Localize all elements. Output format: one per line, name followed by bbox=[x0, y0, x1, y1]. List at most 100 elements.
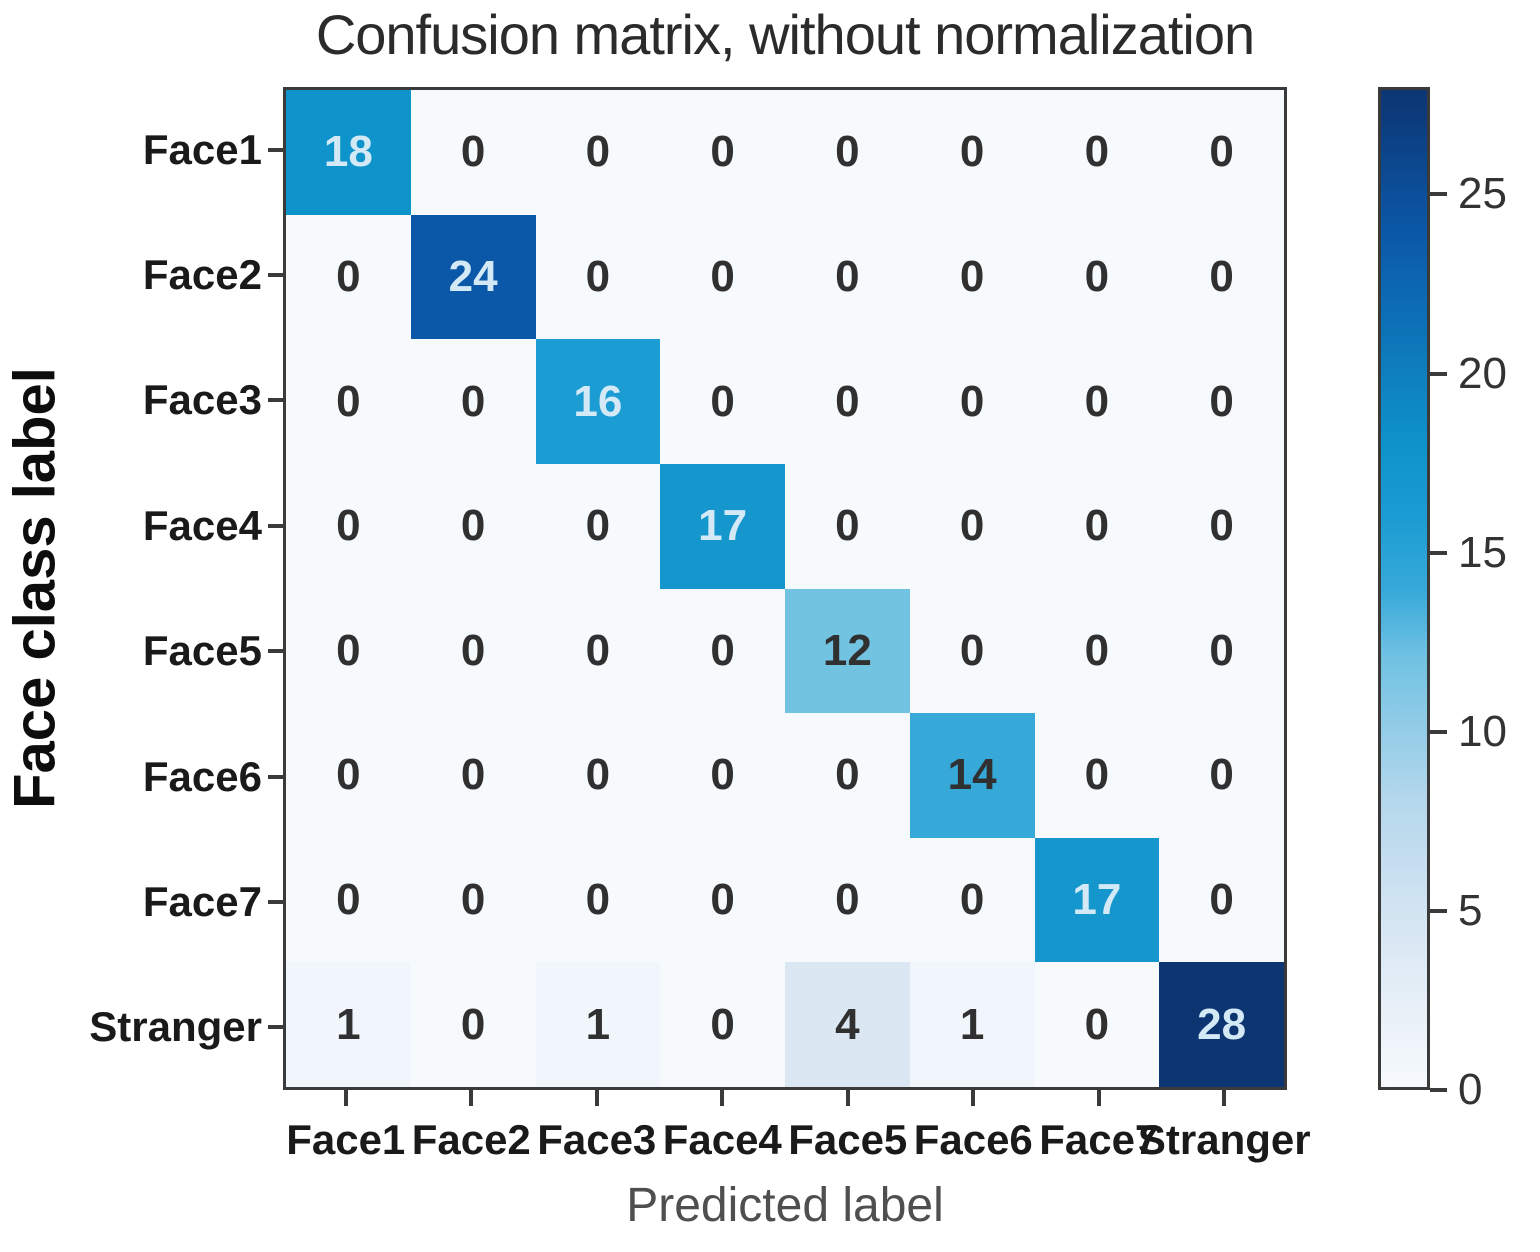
matrix-cell: 0 bbox=[410, 837, 536, 963]
y-tick-mark bbox=[268, 649, 283, 654]
matrix-cell: 28 bbox=[1159, 962, 1284, 1087]
matrix-cell: 0 bbox=[1034, 339, 1160, 464]
x-tick-mark bbox=[1096, 1090, 1101, 1106]
x-tick-label: Face6 bbox=[913, 1116, 1033, 1163]
chart-title: Confusion matrix, without normalization bbox=[315, 3, 1255, 66]
x-tick-label: Face1 bbox=[286, 1116, 406, 1163]
matrix-cell: 0 bbox=[1159, 837, 1284, 963]
colorbar-tick-mark bbox=[1430, 550, 1447, 555]
colorbar-tick-mark bbox=[1430, 371, 1447, 376]
matrix-cell: 0 bbox=[1159, 90, 1284, 215]
y-tick-label: Face3 bbox=[142, 376, 262, 424]
matrix-cell: 0 bbox=[909, 588, 1035, 714]
x-tick-label: Face5 bbox=[788, 1116, 908, 1163]
matrix-cell: 0 bbox=[909, 90, 1035, 215]
matrix-cell: 0 bbox=[410, 339, 536, 464]
matrix-cell: 0 bbox=[660, 588, 785, 714]
x-tick-mark bbox=[469, 1090, 474, 1106]
matrix-cell: 0 bbox=[909, 463, 1035, 589]
matrix-cell: 0 bbox=[286, 214, 411, 340]
matrix-cell: 0 bbox=[410, 463, 536, 589]
colorbar-tick-label: 15 bbox=[1458, 527, 1507, 577]
matrix-cell: 0 bbox=[535, 837, 661, 963]
matrix-cell: 0 bbox=[410, 90, 536, 215]
matrix-cell: 0 bbox=[1159, 339, 1284, 464]
matrix-cell: 0 bbox=[1159, 588, 1284, 714]
matrix-cell: 0 bbox=[286, 588, 411, 714]
x-tick-label: Face2 bbox=[411, 1116, 531, 1163]
matrix-cell: 0 bbox=[660, 962, 785, 1087]
matrix-cell: 0 bbox=[660, 214, 785, 340]
matrix-cell: 0 bbox=[1034, 962, 1160, 1087]
y-tick-mark bbox=[268, 1025, 283, 1030]
colorbar-tick-label: 5 bbox=[1458, 885, 1483, 935]
x-tick-label: Face3 bbox=[537, 1116, 657, 1163]
matrix-cell: 0 bbox=[286, 463, 411, 589]
matrix-cell: 17 bbox=[1034, 837, 1160, 963]
matrix-cell: 0 bbox=[909, 339, 1035, 464]
y-tick-label: Face5 bbox=[142, 627, 262, 675]
matrix-cell: 0 bbox=[535, 713, 661, 838]
matrix-cell: 0 bbox=[535, 214, 661, 340]
y-tick-mark bbox=[268, 273, 283, 278]
matrix-cell: 1 bbox=[909, 962, 1035, 1087]
matrix-cell: 0 bbox=[1034, 90, 1160, 215]
y-tick-label: Face4 bbox=[142, 501, 262, 549]
colorbar-tick-mark bbox=[1430, 908, 1447, 913]
matrix-cell: 17 bbox=[660, 463, 785, 589]
colorbar-tick-mark bbox=[1430, 1088, 1447, 1092]
matrix-cell: 0 bbox=[535, 463, 661, 589]
matrix-cell: 0 bbox=[1034, 588, 1160, 714]
matrix-cell: 0 bbox=[785, 339, 910, 464]
matrix-cell: 0 bbox=[1034, 713, 1160, 838]
matrix-cell: 0 bbox=[785, 214, 910, 340]
matrix-cell: 0 bbox=[286, 339, 411, 464]
matrix-cell: 0 bbox=[410, 713, 536, 838]
x-tick-mark bbox=[1222, 1090, 1227, 1106]
colorbar-tick-label: 10 bbox=[1458, 706, 1507, 756]
matrix-cell: 0 bbox=[1159, 713, 1284, 838]
heatmap-grid: 18 0 0 0 0 0 0 0 0 24 0 0 0 0 0 0 0 0 16 0 0 0 0 0 0 0 0 17 0 0 0 0 0 0 0 0… bbox=[283, 87, 1287, 1090]
y-tick-mark bbox=[268, 899, 283, 904]
matrix-cell: 0 bbox=[785, 713, 910, 838]
matrix-cell: 14 bbox=[909, 713, 1035, 838]
x-axis-label: Predicted label bbox=[626, 1179, 944, 1232]
matrix-cell: 0 bbox=[660, 90, 785, 215]
x-tick-mark bbox=[343, 1090, 348, 1106]
y-tick-label: Face7 bbox=[142, 877, 262, 925]
x-tick-mark bbox=[971, 1090, 976, 1106]
y-tick-label: Face2 bbox=[142, 251, 262, 299]
matrix-cell: 0 bbox=[909, 837, 1035, 963]
matrix-cell: 1 bbox=[535, 962, 661, 1087]
matrix-cell: 16 bbox=[535, 339, 661, 464]
colorbar-tick-label: 0 bbox=[1458, 1065, 1483, 1114]
colorbar-gradient bbox=[1378, 87, 1430, 1090]
matrix-cell: 0 bbox=[410, 962, 536, 1087]
matrix-cell: 0 bbox=[1034, 214, 1160, 340]
x-tick-mark bbox=[720, 1090, 725, 1106]
x-tick-label: Face7 bbox=[1039, 1116, 1159, 1163]
y-axis-label: Face class label bbox=[2, 367, 68, 809]
matrix-cell: 0 bbox=[660, 713, 785, 838]
matrix-cell: 0 bbox=[660, 837, 785, 963]
colorbar-tick-label: 25 bbox=[1458, 169, 1507, 219]
y-tick-label: Face6 bbox=[142, 752, 262, 800]
x-tick-mark bbox=[845, 1090, 850, 1106]
matrix-cell: 0 bbox=[1034, 463, 1160, 589]
matrix-cell: 12 bbox=[785, 588, 910, 714]
matrix-cell: 0 bbox=[909, 214, 1035, 340]
y-tick-mark bbox=[268, 398, 283, 403]
matrix-cell: 0 bbox=[785, 463, 910, 589]
matrix-cell: 1 bbox=[286, 962, 411, 1087]
y-tick-label: Face1 bbox=[142, 125, 262, 173]
x-tick-label: Face4 bbox=[662, 1116, 782, 1163]
colorbar-tick-mark bbox=[1430, 729, 1447, 734]
y-tick-mark bbox=[268, 774, 283, 779]
x-tick-mark bbox=[594, 1090, 599, 1106]
matrix-cell: 0 bbox=[535, 90, 661, 215]
matrix-cell: 0 bbox=[410, 588, 536, 714]
x-tick-label: Stranger bbox=[1137, 1116, 1311, 1163]
matrix-cell: 0 bbox=[286, 713, 411, 838]
matrix-cell: 0 bbox=[1159, 214, 1284, 340]
